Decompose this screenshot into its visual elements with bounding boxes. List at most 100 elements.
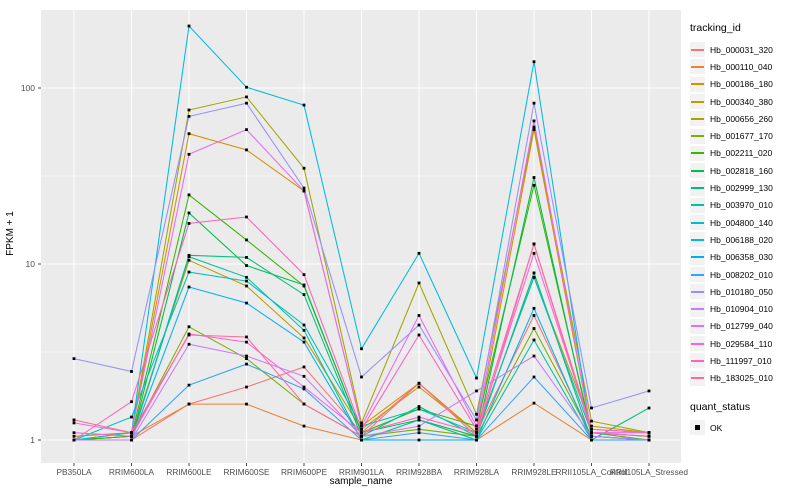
legend-key [690, 145, 705, 161]
legend-entry: Hb_002999_130 [690, 179, 798, 196]
data-point [187, 108, 191, 112]
legend-key [690, 301, 705, 317]
data-point [302, 424, 306, 428]
legend-line-icon [691, 359, 704, 362]
data-point [187, 285, 191, 289]
data-point [245, 275, 248, 279]
data-point [245, 357, 248, 361]
data-point [532, 183, 536, 187]
legend-key [690, 42, 705, 58]
legend-key [690, 267, 705, 282]
legend-key [690, 163, 705, 179]
data-point [187, 222, 191, 225]
data-point [475, 431, 478, 435]
legend-label: Hb_003970_010 [710, 200, 773, 211]
data-point [302, 273, 306, 277]
legend-key [690, 128, 705, 144]
data-point [590, 406, 593, 410]
data-point [532, 119, 536, 123]
legend-label: Hb_006358_030 [710, 252, 773, 263]
quant-status-label: OK [710, 422, 723, 433]
data-point [647, 389, 651, 393]
data-point [245, 128, 248, 132]
legend-entry: Hb_183025_010 [690, 370, 798, 387]
y-axis-title: FPKM + 1 [5, 211, 16, 256]
data-point [360, 375, 363, 379]
data-point [130, 415, 133, 419]
data-point [417, 438, 421, 442]
data-point [417, 424, 421, 428]
legend-entry: Hb_010904_010 [690, 300, 798, 317]
data-point [245, 385, 248, 389]
data-point [417, 251, 421, 255]
data-point [130, 438, 133, 442]
data-point [532, 128, 536, 132]
data-point [130, 431, 133, 435]
data-point [532, 251, 536, 255]
data-point [72, 421, 76, 425]
legend-entry: Hb_029584_110 [690, 335, 798, 352]
data-point [475, 427, 478, 431]
legend-entries: Hb_000031_320 Hb_000110_040 Hb_000186_180 H… [690, 41, 798, 387]
data-point [245, 238, 248, 242]
data-point [187, 114, 191, 118]
data-point [532, 101, 536, 105]
data-point [187, 258, 191, 262]
data-point [360, 438, 363, 442]
data-point [187, 270, 191, 274]
x-tick-label: RRII105LA_Stressed [610, 467, 688, 477]
data-point [647, 406, 651, 410]
data-point [302, 293, 306, 297]
legend-key [690, 336, 705, 352]
data-point [360, 434, 363, 438]
data-point [302, 328, 306, 332]
data-point [130, 434, 133, 438]
data-point [187, 342, 191, 346]
legend-key [690, 59, 705, 75]
legend-line-icon [691, 117, 704, 120]
data-point [245, 264, 248, 267]
data-point [417, 323, 421, 327]
data-point [130, 370, 133, 373]
data-point [187, 132, 191, 136]
data-point [360, 427, 363, 431]
legend-line-icon [691, 342, 704, 345]
y-tick-label: 10 [26, 259, 36, 269]
data-point [245, 95, 248, 99]
legend-line-icon [691, 238, 704, 241]
legend-entry: Hb_004800_140 [690, 214, 798, 231]
legend-key [690, 232, 705, 248]
data-point [532, 271, 536, 275]
data-point [245, 340, 248, 344]
data-point [647, 434, 651, 438]
legend-entry: Hb_000186_180 [690, 76, 798, 93]
legend-label: Hb_010180_050 [710, 286, 773, 297]
data-point [245, 354, 248, 358]
data-point [245, 101, 248, 105]
legend-label: Hb_000340_380 [710, 96, 773, 107]
legend-entry: Hb_000340_380 [690, 93, 798, 110]
data-point [417, 385, 421, 389]
data-point [360, 347, 363, 351]
data-point [187, 24, 191, 28]
data-point [475, 376, 478, 380]
x-tick-label: RRIM600LA [109, 467, 155, 477]
legend-key [690, 215, 705, 231]
data-point [532, 125, 536, 129]
legend-label: Hb_012799_040 [710, 321, 773, 332]
data-point [302, 166, 306, 170]
data-point [532, 327, 536, 330]
data-point [475, 438, 478, 442]
data-point [187, 325, 191, 329]
data-point [302, 387, 306, 391]
quant-status-entries: OK [690, 419, 798, 436]
data-point [245, 256, 248, 259]
data-point [417, 381, 421, 385]
data-point [590, 427, 593, 431]
legend-line-icon [691, 83, 704, 86]
legend-entry: Hb_002211_020 [690, 145, 798, 162]
legend-line-icon [691, 377, 704, 380]
legend-entry: Hb_111997_010 [690, 352, 798, 369]
data-point [417, 407, 421, 411]
